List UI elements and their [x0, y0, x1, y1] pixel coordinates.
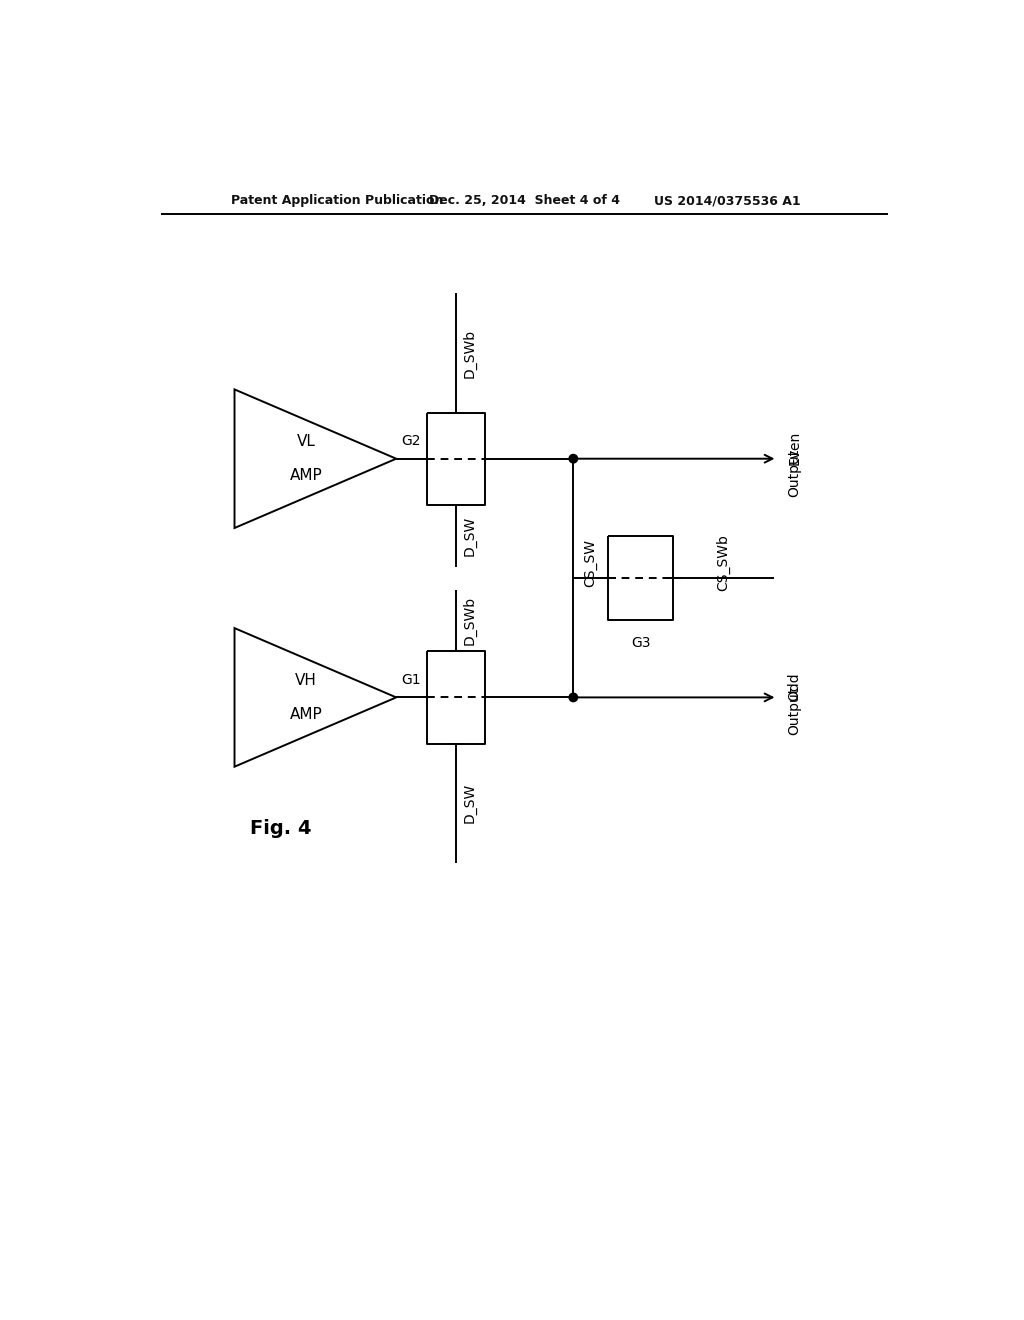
Text: VH: VH	[295, 673, 317, 688]
Text: G1: G1	[401, 673, 421, 686]
Text: G2: G2	[401, 434, 421, 447]
Text: VL: VL	[297, 434, 315, 449]
Text: Even: Even	[787, 430, 802, 465]
Circle shape	[569, 454, 578, 463]
Text: CS_SWb: CS_SWb	[717, 535, 730, 591]
Text: CS_SW: CS_SW	[584, 539, 598, 586]
Text: D_SW: D_SW	[463, 516, 477, 556]
Text: D_SWb: D_SWb	[463, 595, 477, 645]
Text: G3: G3	[631, 636, 650, 649]
Text: Patent Application Publication: Patent Application Publication	[230, 194, 443, 207]
Text: AMP: AMP	[290, 706, 323, 722]
Circle shape	[569, 693, 578, 702]
Text: Odd: Odd	[787, 672, 802, 701]
Text: Output: Output	[787, 449, 802, 496]
Text: Fig. 4: Fig. 4	[250, 818, 311, 838]
Text: US 2014/0375536 A1: US 2014/0375536 A1	[654, 194, 801, 207]
Text: D_SW: D_SW	[463, 783, 477, 822]
Text: Output: Output	[787, 688, 802, 735]
Text: D_SWb: D_SWb	[463, 329, 477, 378]
Text: Dec. 25, 2014  Sheet 4 of 4: Dec. 25, 2014 Sheet 4 of 4	[429, 194, 621, 207]
Text: AMP: AMP	[290, 469, 323, 483]
